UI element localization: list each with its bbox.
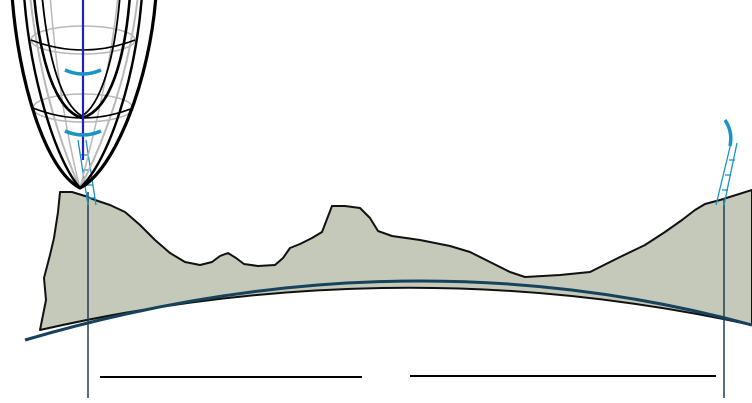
earth-curvature-line [24, 279, 752, 342]
left-marker-lower [64, 129, 102, 137]
left-marker-upper [64, 68, 102, 76]
right-marker [723, 119, 733, 147]
terrain-profile [39, 189, 752, 331]
right-ladder [715, 142, 738, 206]
